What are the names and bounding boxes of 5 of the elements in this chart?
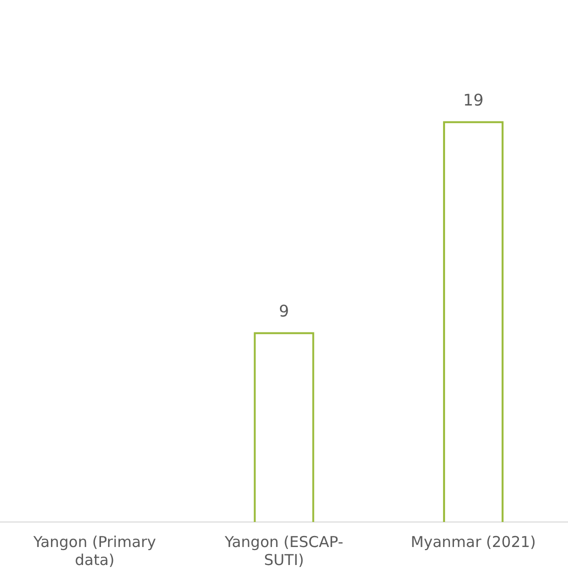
data-label: 19 xyxy=(463,90,484,110)
data-label: 9 xyxy=(278,301,290,320)
x-tick-label: Myanmar (2021) xyxy=(410,532,536,551)
x-tick-label: Yangon (ESCAP-SUTI) xyxy=(224,532,344,569)
x-tick-label: Yangon (Primary data) xyxy=(32,532,156,569)
